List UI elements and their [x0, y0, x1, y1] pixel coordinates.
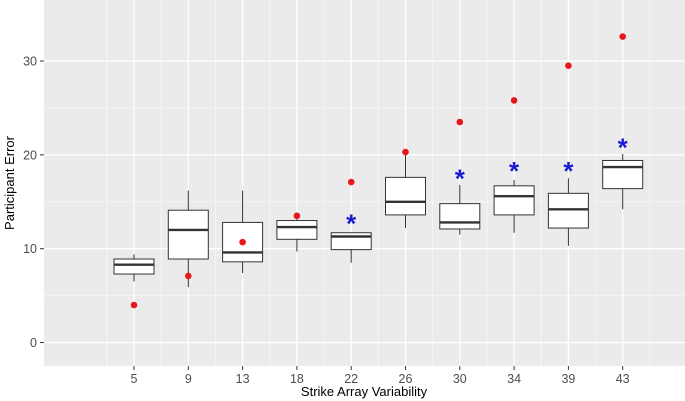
box-9: [167, 190, 209, 288]
box-30: [439, 184, 481, 235]
red-point-34: [510, 97, 518, 104]
x-tick-label: 18: [290, 372, 304, 386]
asterisk-series: * * * * *: [346, 133, 629, 239]
box-43: [602, 153, 644, 210]
x-axis-title: Strike Array Variability: [301, 384, 428, 399]
y-axis: 0 10 20 30: [23, 55, 44, 350]
asterisk-marker-39: *: [563, 156, 574, 186]
box-5: [113, 254, 155, 282]
box-34: [493, 180, 535, 233]
x-tick-label: 34: [507, 372, 521, 386]
grid-lines: [44, 0, 685, 366]
box-iqr: [276, 220, 318, 240]
red-point-5: [130, 301, 138, 309]
red-point-39: [565, 62, 572, 69]
y-tick-label: 0: [30, 336, 37, 350]
y-tick-label: 20: [23, 148, 37, 162]
box-iqr: [547, 192, 589, 229]
box-26: [385, 152, 426, 229]
red-point-43: [619, 33, 626, 40]
box-iqr: [167, 209, 209, 260]
box-22: [330, 232, 372, 263]
x-tick-label: 22: [344, 372, 358, 386]
y-tick-label: 30: [23, 55, 37, 69]
x-tick-label: 39: [561, 372, 575, 386]
box-iqr: [439, 203, 481, 230]
x-tick-label: 26: [399, 372, 413, 386]
red-point-26: [402, 148, 409, 156]
asterisk-marker-34: *: [509, 156, 520, 186]
box-iqr: [113, 258, 155, 275]
box-iqr: [493, 185, 535, 216]
red-point-9: [185, 272, 192, 280]
x-tick-label: 43: [616, 372, 630, 386]
plot-panel: [44, 0, 685, 366]
box-iqr: [385, 176, 426, 216]
y-axis-title: Participant Error: [2, 135, 17, 230]
x-tick-label: 13: [236, 372, 250, 386]
y-tick-label: 10: [23, 242, 37, 256]
red-point-series: [130, 33, 626, 309]
asterisk-marker-22: *: [346, 209, 357, 239]
x-axis: 5 9 13 18 22 26 30 34 39 43: [131, 366, 630, 386]
red-point-13: [239, 238, 246, 246]
box-39: [547, 178, 589, 246]
x-tick-label: 9: [185, 372, 192, 386]
red-point-22: [347, 178, 355, 186]
box-iqr: [602, 159, 644, 190]
asterisk-marker-43: *: [618, 133, 629, 163]
red-point-30: [456, 118, 464, 126]
x-tick-label: 30: [453, 372, 467, 386]
box-18: [276, 215, 318, 252]
red-point-18: [293, 212, 301, 220]
x-tick-label: 5: [131, 372, 138, 386]
asterisk-marker-30: *: [455, 163, 466, 193]
